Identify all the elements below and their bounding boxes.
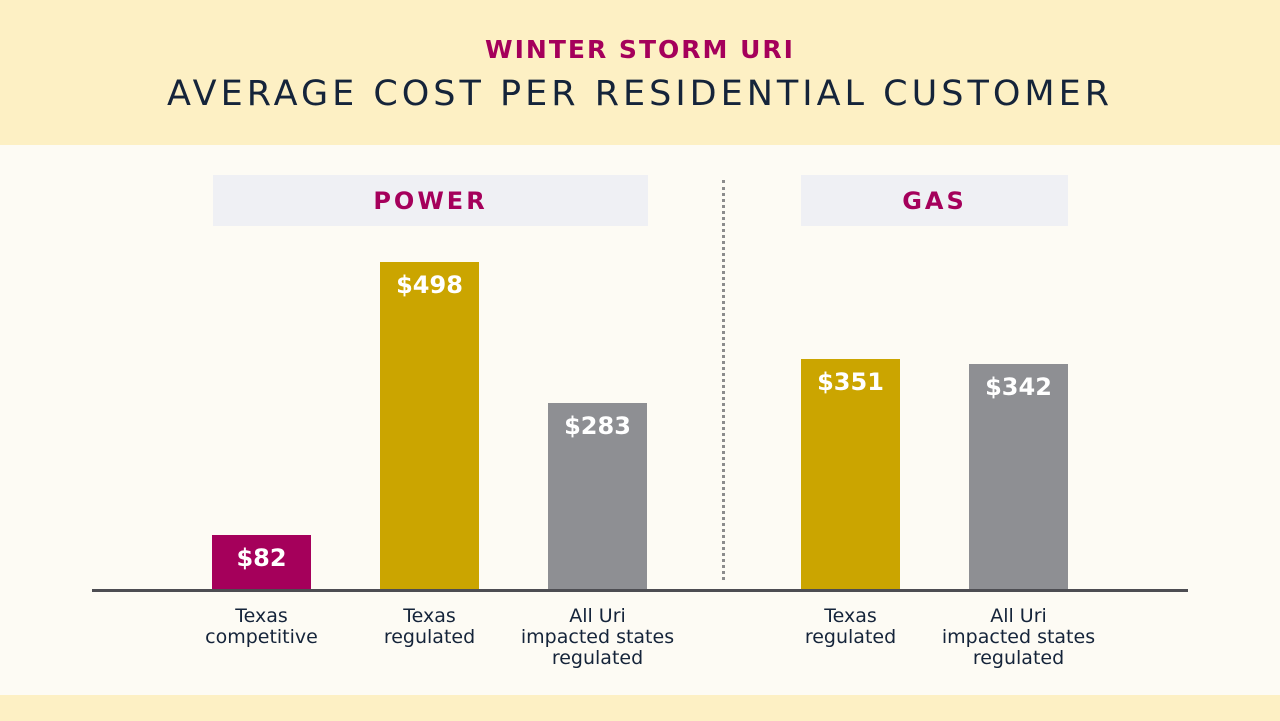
category-label: All Uri impacted states regulated (520, 605, 675, 669)
bar-gas-1 (969, 364, 1068, 589)
category-label: All Uri impacted states regulated (941, 605, 1096, 669)
chart-baseline (92, 589, 1188, 592)
bar-power-1 (380, 262, 479, 589)
bar-value-label: $82 (236, 544, 287, 573)
footer-banner (0, 695, 1280, 721)
section-gas-label: GAS (801, 175, 1068, 226)
chart-title: AVERAGE COST PER RESIDENTIAL CUSTOMER (166, 74, 1114, 114)
category-label: Texas competitive (205, 605, 318, 648)
header-banner: WINTER STORM URI AVERAGE COST PER RESIDE… (0, 0, 1280, 145)
bar-power-2 (548, 403, 647, 589)
section-power-label: POWER (213, 175, 648, 226)
bar-value-label: $498 (396, 271, 463, 299)
bar-power-0 (212, 535, 311, 589)
bar-value-label: $351 (817, 367, 884, 396)
chart-kicker: WINTER STORM URI (485, 35, 795, 64)
category-label: Texas regulated (804, 605, 897, 648)
bar-value-label: $342 (985, 373, 1052, 402)
section-divider (722, 180, 725, 580)
category-label: Texas regulated (383, 605, 476, 648)
bar-value-label: $283 (564, 412, 631, 441)
bar-gas-0 (801, 358, 900, 589)
